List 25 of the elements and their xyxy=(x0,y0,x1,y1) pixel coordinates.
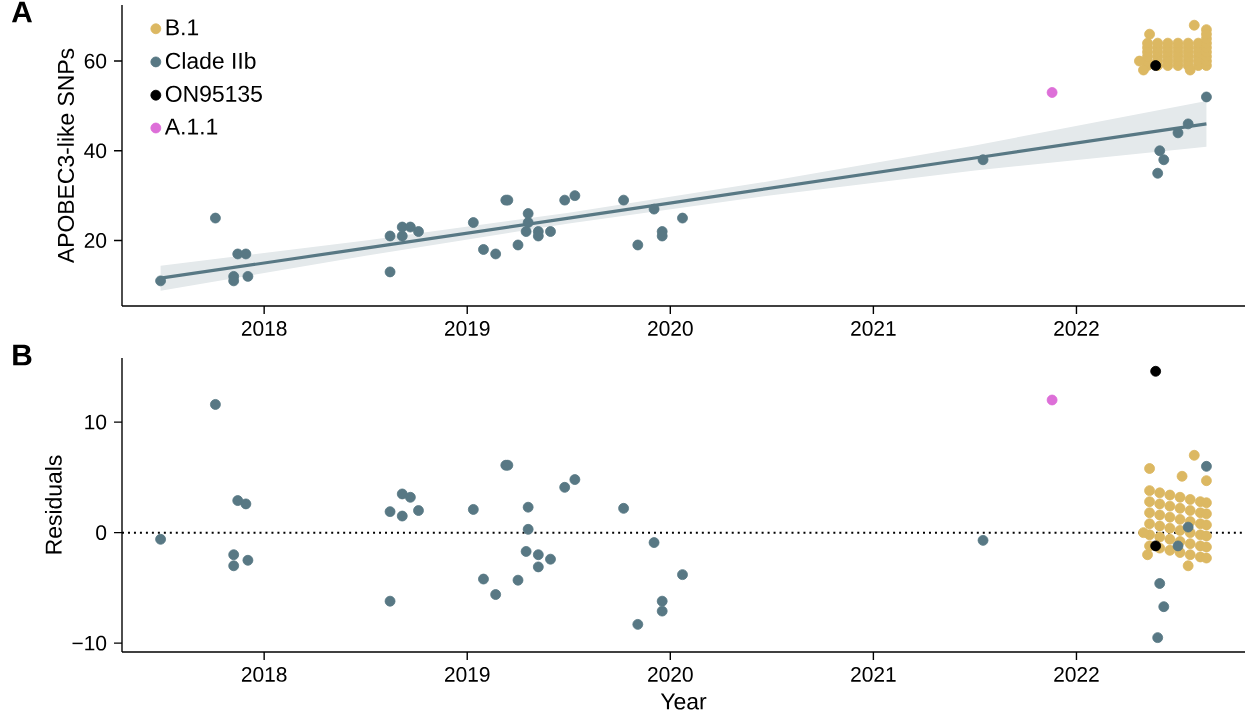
y-tick-label: 0 xyxy=(96,525,107,541)
x-tick-label: 2022 xyxy=(1054,667,1099,682)
x-tick-label: 2020 xyxy=(648,667,693,682)
x-tick-label: 2018 xyxy=(241,667,287,682)
legend-label: B.1 xyxy=(166,19,199,36)
y-axis-title: APOBEC3-like SNPs xyxy=(57,48,74,264)
x-axis-title: Year xyxy=(660,693,707,710)
x-tick-label: 2019 xyxy=(445,321,490,336)
x-tick-label: 2019 xyxy=(445,667,490,682)
y-tick-label: −10 xyxy=(72,635,107,651)
chart-title: A xyxy=(11,1,32,23)
legend-label: Clade IIb xyxy=(165,52,256,69)
y-axis-title: Residuals xyxy=(44,455,62,554)
x-tick-label: 2022 xyxy=(1054,321,1099,336)
y-tick-label: 40 xyxy=(84,143,107,159)
chart-title: B xyxy=(13,344,32,366)
x-tick-label: 2021 xyxy=(851,667,896,682)
x-tick-label: 2018 xyxy=(241,321,287,336)
legend-label: A.1.1 xyxy=(164,118,218,135)
y-tick-label: 60 xyxy=(84,53,107,69)
y-tick-label: 10 xyxy=(85,414,107,430)
x-tick-label: 2020 xyxy=(648,321,693,336)
legend-label: ON95135 xyxy=(165,85,262,102)
x-tick-label: 2021 xyxy=(851,321,896,336)
y-tick-label: 20 xyxy=(84,233,107,248)
